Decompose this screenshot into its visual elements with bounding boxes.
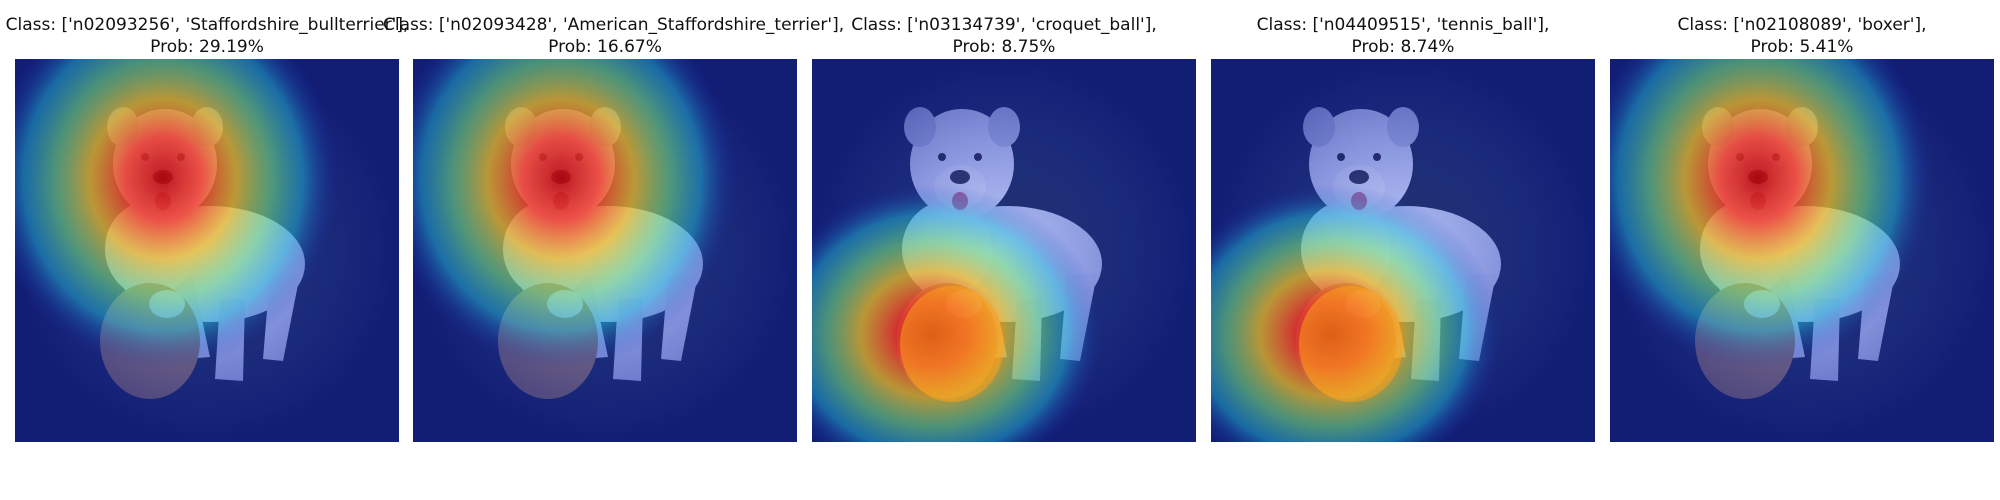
heatmap-image (1610, 59, 1994, 442)
heatmap-image (413, 59, 797, 442)
panel-title: Class: ['n03134739', 'croquet_ball'], Pr… (782, 14, 1226, 58)
heatmap-panel-2: Class: ['n02093428', 'American_Staffords… (383, 0, 844, 460)
heatmap-panel-5: Class: ['n02108089', 'boxer'], Prob: 5.4… (1610, 0, 1994, 460)
heatmap-image (1211, 59, 1595, 442)
heatmap-svg (1610, 59, 1994, 442)
heatmap-svg (15, 59, 399, 442)
prob-label: Prob: 29.19% (150, 37, 264, 57)
heatmap-svg (1211, 59, 1595, 442)
panel-title: Class: ['n02108089', 'boxer'], Prob: 5.4… (1580, 14, 2000, 58)
prob-label: Prob: 16.67% (548, 37, 662, 57)
class-label: Class: ['n02108089', 'boxer'], (1677, 15, 1927, 35)
class-label: Class: ['n03134739', 'croquet_ball'], (851, 15, 1157, 35)
panel-title: Class: ['n02093428', 'American_Staffords… (383, 14, 845, 58)
prob-label: Prob: 5.41% (1750, 37, 1854, 57)
heatmap-image (15, 59, 399, 442)
class-label: Class: ['n02093428', 'American_Staffords… (383, 15, 845, 35)
panel-title: Class: ['n02093256', 'Staffordshire_bull… (0, 14, 429, 58)
class-label: Class: ['n02093256', 'Staffordshire_bull… (5, 15, 409, 35)
heatmap-image (812, 59, 1196, 442)
prob-label: Prob: 8.74% (1351, 37, 1455, 57)
heatmap-panel-3: Class: ['n03134739', 'croquet_ball'], Pr… (812, 0, 1196, 460)
heatmap-svg (812, 59, 1196, 442)
prob-label: Prob: 8.75% (952, 37, 1056, 57)
heatmap-panel-1: Class: ['n02093256', 'Staffordshire_bull… (6, 0, 408, 460)
heatmap-svg (413, 59, 797, 442)
class-label: Class: ['n04409515', 'tennis_ball'], (1256, 15, 1550, 35)
panel-title: Class: ['n04409515', 'tennis_ball'], Pro… (1181, 14, 1625, 58)
heatmap-panel-4: Class: ['n04409515', 'tennis_ball'], Pro… (1211, 0, 1595, 460)
